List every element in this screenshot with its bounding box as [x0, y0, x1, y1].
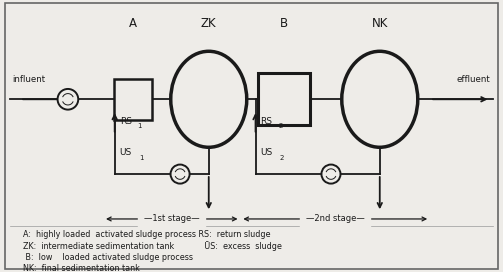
- Text: ZK: ZK: [201, 17, 217, 30]
- Text: RS: RS: [120, 116, 132, 126]
- Text: ZK:  intermediate sedimentation tank            ŪS:  excess  sludge: ZK: intermediate sedimentation tank ŪS: …: [23, 241, 282, 251]
- Ellipse shape: [57, 89, 78, 110]
- Text: 1: 1: [139, 155, 143, 161]
- Bar: [258, 73, 310, 125]
- Ellipse shape: [342, 51, 418, 147]
- Text: US: US: [261, 148, 273, 157]
- Text: —2nd stage—: —2nd stage—: [306, 214, 365, 224]
- Text: A: A: [129, 17, 137, 30]
- Bar: [114, 79, 152, 120]
- Text: effluent: effluent: [457, 75, 490, 84]
- Ellipse shape: [171, 165, 190, 184]
- Ellipse shape: [321, 165, 341, 184]
- Ellipse shape: [171, 51, 247, 147]
- Text: 2: 2: [280, 155, 284, 161]
- Text: RS: RS: [261, 116, 273, 126]
- Text: 1: 1: [137, 123, 142, 129]
- Text: NK: NK: [372, 17, 388, 30]
- Text: B: B: [280, 17, 288, 30]
- Text: US: US: [120, 148, 132, 157]
- Text: B:  low    loaded activated sludge process: B: low loaded activated sludge process: [23, 253, 193, 262]
- Text: 2: 2: [278, 123, 283, 129]
- Text: influent: influent: [13, 75, 46, 84]
- Text: —1st stage—: —1st stage—: [144, 214, 200, 224]
- Text: A:  highly loaded  activated sludge process RS:  return sludge: A: highly loaded activated sludge proces…: [23, 230, 270, 239]
- Text: NK:  final sedimentation tank: NK: final sedimentation tank: [23, 264, 139, 272]
